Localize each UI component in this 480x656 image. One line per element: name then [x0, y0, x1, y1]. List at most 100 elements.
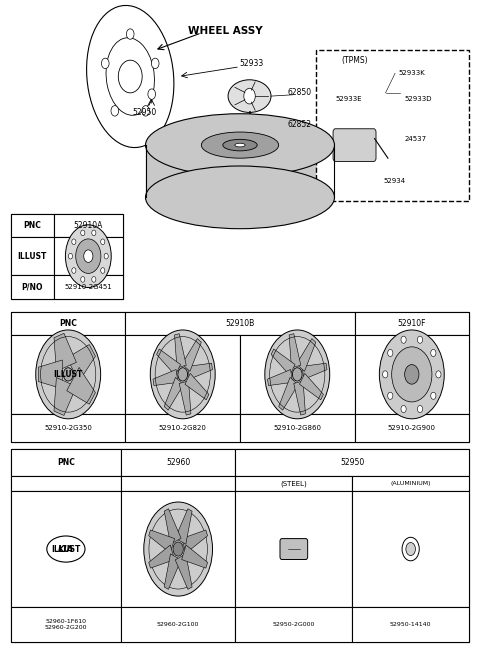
Text: 52910-2G350: 52910-2G350: [44, 425, 92, 431]
Bar: [11, 214, 54, 237]
Bar: [121, 449, 235, 476]
Polygon shape: [164, 377, 183, 410]
FancyBboxPatch shape: [333, 129, 376, 161]
Circle shape: [178, 368, 188, 381]
Ellipse shape: [235, 143, 245, 147]
Ellipse shape: [145, 166, 335, 229]
Bar: [11, 413, 125, 442]
Polygon shape: [67, 344, 96, 381]
Bar: [11, 335, 125, 413]
Circle shape: [392, 347, 432, 402]
Polygon shape: [267, 369, 292, 386]
Text: (STEEL): (STEEL): [280, 480, 307, 487]
Polygon shape: [67, 367, 96, 404]
Circle shape: [436, 371, 441, 378]
Circle shape: [401, 336, 406, 343]
Text: (TPMS): (TPMS): [341, 56, 368, 65]
Circle shape: [388, 350, 393, 356]
Bar: [11, 491, 121, 607]
Text: ILLUST: ILLUST: [51, 544, 81, 554]
Polygon shape: [175, 509, 192, 544]
Ellipse shape: [223, 139, 257, 151]
Text: KIA: KIA: [58, 544, 74, 554]
Circle shape: [151, 58, 159, 69]
Circle shape: [76, 239, 101, 274]
Circle shape: [244, 89, 255, 104]
Ellipse shape: [228, 80, 271, 112]
Text: WHEEL ASSY: WHEEL ASSY: [188, 26, 263, 36]
Circle shape: [84, 250, 93, 262]
Ellipse shape: [201, 132, 279, 158]
Text: 52910F: 52910F: [397, 319, 426, 328]
Text: 52910B: 52910B: [226, 319, 254, 328]
Text: PNC: PNC: [57, 458, 75, 467]
Circle shape: [388, 392, 393, 400]
Text: 62852: 62852: [288, 119, 312, 129]
FancyBboxPatch shape: [280, 539, 308, 560]
Polygon shape: [294, 381, 305, 415]
Circle shape: [265, 330, 330, 419]
Circle shape: [36, 330, 101, 419]
Ellipse shape: [86, 5, 174, 148]
Text: (ALUMINIUM): (ALUMINIUM): [390, 481, 431, 486]
Text: 52960-2G100: 52960-2G100: [157, 622, 199, 626]
Circle shape: [104, 253, 108, 259]
Ellipse shape: [145, 113, 335, 176]
Text: PNC: PNC: [59, 319, 77, 328]
Circle shape: [72, 239, 76, 245]
Bar: [11, 449, 121, 476]
Bar: [240, 335, 355, 413]
Bar: [54, 275, 123, 298]
Circle shape: [418, 405, 422, 413]
Text: 52960-1F610
52960-2G200: 52960-1F610 52960-2G200: [45, 619, 87, 630]
Bar: [11, 275, 54, 298]
Text: 52910-2G860: 52910-2G860: [273, 425, 321, 431]
Circle shape: [418, 336, 422, 343]
Circle shape: [63, 368, 73, 381]
Circle shape: [173, 542, 183, 556]
Circle shape: [383, 371, 388, 378]
Text: ILLUST: ILLUST: [18, 252, 47, 260]
Text: 52933D: 52933D: [405, 96, 432, 102]
Text: 52950-2G000: 52950-2G000: [273, 622, 315, 626]
Text: 52933: 52933: [240, 59, 264, 68]
Text: 52950: 52950: [132, 108, 156, 117]
Text: 52933K: 52933K: [398, 70, 425, 76]
Circle shape: [101, 58, 109, 69]
Text: PNC: PNC: [24, 221, 41, 230]
Polygon shape: [156, 349, 180, 375]
Bar: [11, 214, 123, 298]
Circle shape: [402, 537, 419, 561]
Text: 52960: 52960: [166, 458, 190, 467]
Bar: [11, 237, 54, 275]
Bar: [121, 491, 235, 607]
Circle shape: [101, 239, 105, 245]
Polygon shape: [181, 530, 207, 553]
Bar: [235, 491, 352, 607]
Circle shape: [401, 405, 406, 413]
Bar: [235, 607, 352, 642]
FancyBboxPatch shape: [316, 51, 469, 201]
Text: 52910-2G820: 52910-2G820: [159, 425, 207, 431]
Circle shape: [92, 277, 96, 282]
Bar: [352, 491, 469, 607]
Circle shape: [111, 106, 119, 116]
Polygon shape: [175, 554, 192, 589]
Text: 52933E: 52933E: [336, 96, 362, 102]
Bar: [125, 413, 240, 442]
Bar: [11, 312, 125, 335]
Circle shape: [118, 60, 142, 93]
Bar: [11, 476, 121, 491]
Circle shape: [431, 392, 436, 400]
Bar: [228, 125, 271, 137]
Polygon shape: [54, 333, 76, 371]
Bar: [352, 476, 469, 491]
Polygon shape: [181, 545, 207, 568]
Polygon shape: [289, 334, 301, 368]
Circle shape: [81, 277, 85, 282]
Circle shape: [148, 89, 156, 99]
Text: 52950: 52950: [340, 458, 364, 467]
Polygon shape: [175, 334, 186, 368]
Circle shape: [81, 230, 85, 236]
Circle shape: [406, 543, 415, 556]
